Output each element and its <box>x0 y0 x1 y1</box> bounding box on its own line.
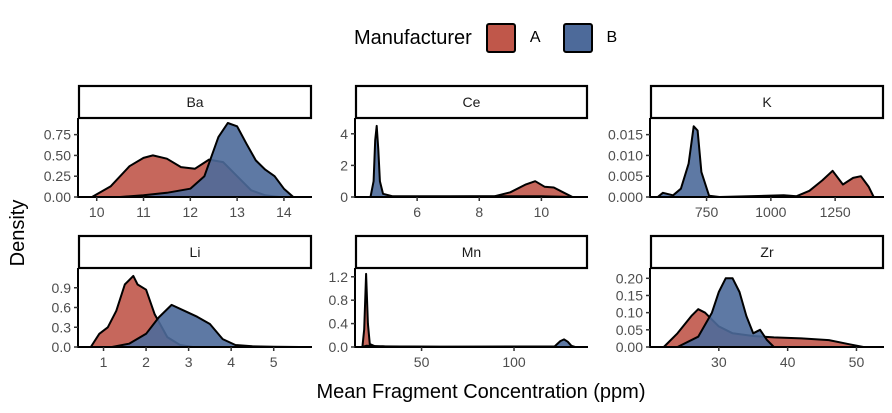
x-tick-label-li: 3 <box>185 354 193 370</box>
y-tick-label-ce: 2 <box>340 157 348 173</box>
legend-key-a <box>485 23 516 53</box>
density-area-ce-a <box>369 180 574 198</box>
y-tick-label-mn: 0.8 <box>329 292 349 308</box>
x-tick-label-k: 750 <box>695 204 719 220</box>
legend-title: Manufacturer <box>354 26 472 49</box>
panel-zr: Zr 0.000.050.10 0.150.20 30 40 50 <box>616 234 885 370</box>
strip-label-k: K <box>762 94 772 110</box>
density-area-mn-a <box>361 272 571 348</box>
strip-ba <box>77 84 313 120</box>
x-tick-label-li: 4 <box>227 354 235 370</box>
x-axis-label: Mean Fragment Concentration (ppm) <box>316 381 645 403</box>
panel-ba: Ba 0.00 0.25 0.50 0.75 10 11 12 13 14 <box>44 84 313 220</box>
y-tick-label-mn: 1.2 <box>329 269 349 285</box>
y-tick-label-ba: 0.25 <box>44 168 71 184</box>
strip-zr <box>649 234 885 270</box>
y-tick-label-zr: 0.20 <box>616 270 643 286</box>
x-tick-label-mn: 100 <box>502 354 526 370</box>
density-area-mn-b <box>361 338 577 348</box>
x-tick-label-li: 1 <box>100 354 108 370</box>
y-tick-label-li: 0.0 <box>52 339 72 355</box>
panel-mn: Mn 0.0 0.4 0.8 1.2 50 100 <box>329 234 589 370</box>
x-tick-label-mn: 50 <box>414 354 430 370</box>
strip-li <box>77 234 313 270</box>
y-tick-label-k: 0.015 <box>608 127 643 143</box>
y-axis-label: Density <box>7 200 29 267</box>
y-tick-label-zr: 0.05 <box>616 322 643 338</box>
panel-ce: Ce 0 2 4 6 8 10 <box>340 84 589 220</box>
density-area-zr-b <box>676 277 775 348</box>
y-tick-label-ba: 0.00 <box>44 189 71 205</box>
legend-item-b: B <box>562 23 640 53</box>
x-tick-label-ba: 13 <box>229 204 245 220</box>
x-tick-label-zr: 40 <box>780 354 796 370</box>
x-tick-label-ce: 8 <box>475 204 483 220</box>
x-tick-label-li: 5 <box>270 354 278 370</box>
density-area-k-b <box>656 125 721 198</box>
y-tick-label-li: 0.3 <box>52 319 72 335</box>
x-tick-label-k: 1000 <box>755 204 786 220</box>
x-tick-label-ba: 14 <box>276 204 292 220</box>
y-tick-label-mn: 0.0 <box>329 339 349 355</box>
x-tick-label-ce: 6 <box>413 204 421 220</box>
x-tick-label-ba: 10 <box>89 204 105 220</box>
panel-li: Li 0.0 0.3 0.6 0.9 1 2 3 4 5 <box>52 234 313 370</box>
x-tick-label-ba: 12 <box>183 204 199 220</box>
y-tick-label-li: 0.6 <box>52 300 72 316</box>
strip-label-ce: Ce <box>463 94 481 110</box>
strip-label-li: Li <box>190 244 201 260</box>
legend: Manufacturer A B <box>354 21 639 55</box>
x-tick-label-ce: 10 <box>534 204 550 220</box>
y-tick-label-li: 0.9 <box>52 280 72 296</box>
y-tick-label-k: 0.000 <box>608 189 643 205</box>
y-tick-label-zr: 0.10 <box>616 305 643 321</box>
y-tick-label-zr: 0.15 <box>616 287 643 303</box>
density-area-k-a <box>656 169 875 198</box>
strip-k <box>649 84 885 120</box>
density-area-ba-b <box>119 122 295 198</box>
y-tick-label-ce: 0 <box>340 189 348 205</box>
strip-ce <box>354 84 589 120</box>
y-tick-label-k: 0.010 <box>608 147 643 163</box>
legend-item-a: A <box>485 23 563 53</box>
x-tick-label-li: 2 <box>142 354 150 370</box>
y-tick-label-ba: 0.50 <box>44 147 71 163</box>
y-tick-label-zr: 0.00 <box>616 339 643 355</box>
x-tick-label-zr: 30 <box>711 354 727 370</box>
legend-label-b: B <box>606 29 618 46</box>
strip-label-ba: Ba <box>186 94 203 110</box>
panel-k: K 0.000 0.005 0.010 0.015 750 1000 1250 <box>608 84 885 220</box>
y-tick-label-k: 0.005 <box>608 168 643 184</box>
y-tick-label-mn: 0.4 <box>329 316 349 332</box>
legend-key-b <box>562 23 593 53</box>
x-tick-label-zr: 50 <box>849 354 865 370</box>
legend-label-a: A <box>529 29 541 46</box>
x-tick-label-ba: 11 <box>136 204 151 220</box>
y-tick-label-ba: 0.75 <box>44 127 71 143</box>
x-tick-label-k: 1250 <box>820 204 851 220</box>
y-tick-label-ce: 4 <box>340 126 348 142</box>
strip-label-mn: Mn <box>462 244 481 260</box>
strip-label-zr: Zr <box>760 244 774 260</box>
strip-mn <box>354 234 589 270</box>
